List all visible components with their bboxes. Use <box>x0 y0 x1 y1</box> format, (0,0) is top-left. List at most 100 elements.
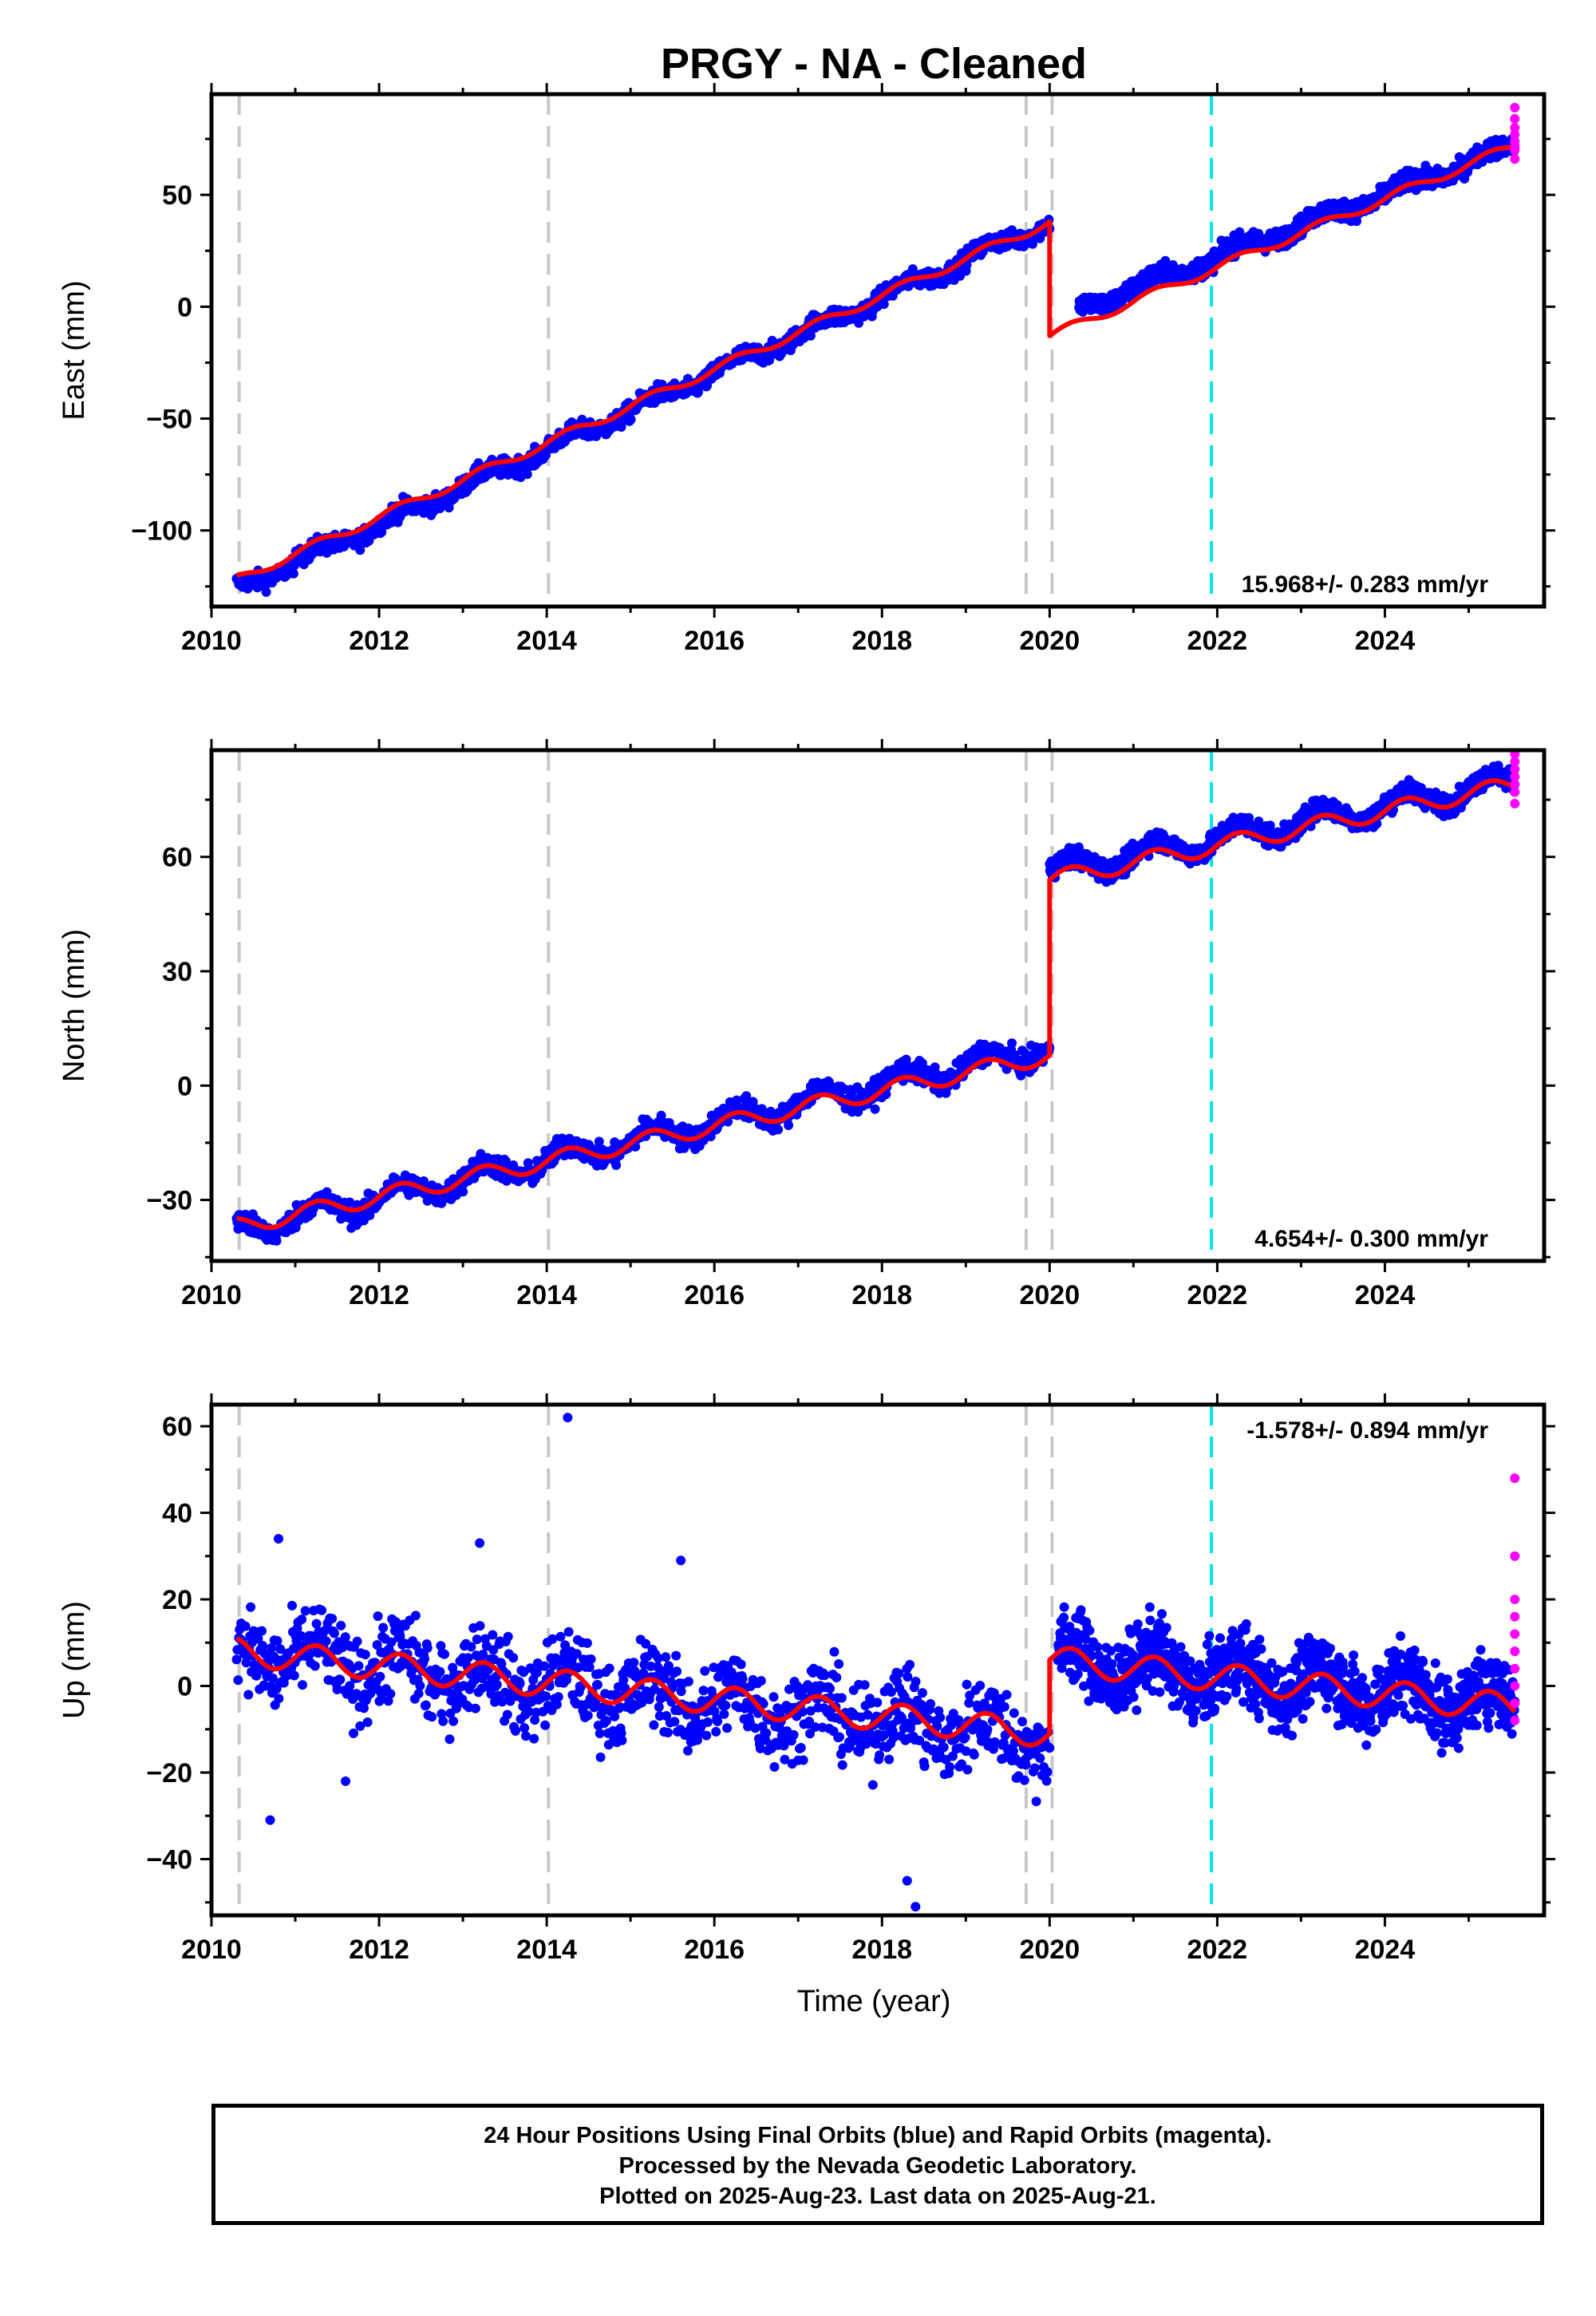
data-point <box>440 1649 449 1659</box>
data-point <box>466 1642 476 1652</box>
data-point <box>272 1636 282 1646</box>
x-tick-label: 2022 <box>1187 626 1248 656</box>
rapid-orbit-points <box>1510 102 1520 164</box>
data-point <box>327 1614 338 1624</box>
data-point <box>541 450 551 460</box>
data-point <box>515 1678 525 1689</box>
data-point <box>773 1124 784 1135</box>
data-point <box>373 1611 383 1622</box>
data-point <box>784 1120 794 1130</box>
rapid-point <box>1510 129 1520 140</box>
data-point <box>521 1731 531 1741</box>
data-point <box>362 1717 373 1727</box>
x-tick-label: 2022 <box>1187 1280 1248 1310</box>
rapid-orbit-points <box>1510 750 1520 808</box>
data-point <box>300 1606 310 1616</box>
rapid-point <box>1510 113 1520 124</box>
data-point <box>470 1703 480 1713</box>
y-tick-label: 50 <box>162 180 192 211</box>
data-point <box>879 299 889 310</box>
data-point <box>274 1694 284 1704</box>
data-point <box>577 414 587 425</box>
x-tick-label: 2012 <box>349 626 409 656</box>
plot-area <box>231 1405 1520 1915</box>
data-point <box>321 1636 331 1646</box>
data-point <box>463 1653 473 1663</box>
data-point <box>1007 1038 1017 1049</box>
data-point <box>378 1622 389 1633</box>
figure-title: PRGY - NA - Cleaned <box>661 40 1087 88</box>
x-tick-label: 2024 <box>1355 626 1416 656</box>
data-point <box>298 1680 307 1690</box>
x-tick-label: 2016 <box>684 1280 745 1310</box>
data-point <box>355 545 365 555</box>
y-tick-label: 0 <box>177 1071 192 1101</box>
data-point <box>271 1235 282 1246</box>
data-point <box>529 1733 539 1744</box>
data-point <box>427 1712 437 1722</box>
data-point <box>541 1691 551 1701</box>
x-tick-label: 2018 <box>851 1280 912 1310</box>
y-tick-label: 60 <box>162 843 192 873</box>
y-tick-label: −100 <box>131 516 192 547</box>
data-point <box>360 1650 370 1660</box>
data-point <box>508 1653 519 1663</box>
y-tick-label: 30 <box>162 957 192 987</box>
data-point <box>870 1104 880 1114</box>
data-point <box>345 1197 355 1207</box>
data-point <box>336 1620 346 1630</box>
x-tick-label: 2016 <box>684 626 745 656</box>
data-point <box>329 1628 339 1638</box>
data-point <box>243 1690 254 1700</box>
data-point <box>488 1630 498 1640</box>
data-point <box>287 1600 297 1611</box>
x-tick-label: 2014 <box>516 1280 577 1310</box>
rapid-point <box>1510 798 1520 808</box>
y-tick-label: 0 <box>177 292 192 322</box>
data-point <box>438 1716 448 1726</box>
data-point <box>519 1723 530 1733</box>
x-tick-label: 2010 <box>181 626 242 656</box>
data-point <box>261 587 271 597</box>
data-point <box>233 1675 243 1686</box>
model-curve <box>235 144 1516 578</box>
data-point <box>475 1621 485 1631</box>
data-point <box>444 1734 455 1745</box>
data-point <box>335 1674 346 1685</box>
data-point <box>540 1720 551 1730</box>
data-point <box>503 1631 513 1642</box>
data-point <box>288 568 298 579</box>
plot-area <box>231 94 1520 607</box>
plot-area <box>231 750 1520 1261</box>
data-point <box>448 1716 459 1726</box>
final-orbit-points <box>231 133 1520 597</box>
data-point <box>349 1728 358 1738</box>
data-point <box>1007 225 1017 235</box>
data-point <box>420 1654 429 1664</box>
data-point <box>415 1681 425 1691</box>
final-orbit-points <box>231 1413 1520 1912</box>
x-tick-label: 2024 <box>1355 1280 1416 1310</box>
model-curve <box>236 778 1516 1231</box>
data-point <box>410 1611 421 1621</box>
data-point <box>511 1725 520 1736</box>
data-point <box>385 1689 396 1699</box>
north-panel: 2010 2012 2014 2016 2018 2020 2022 2024−3003060… <box>57 739 1555 1310</box>
rate-label: 15.968+/- 0.283 mm/yr <box>1242 571 1489 598</box>
y-axis-label: East (mm) <box>57 280 91 420</box>
data-point <box>257 1626 267 1636</box>
x-tick-label: 2012 <box>349 1280 409 1310</box>
east-panel: 2010 2012 2014 2016 2018 2020 2022 2024−100−500… <box>57 83 1555 656</box>
y-tick-label: −50 <box>146 405 192 435</box>
rapid-point <box>1510 123 1520 133</box>
data-point <box>422 1643 433 1653</box>
data-point <box>297 1614 307 1625</box>
data-point <box>240 1621 251 1631</box>
data-point <box>917 1058 927 1069</box>
x-tick-label: 2020 <box>1019 626 1080 656</box>
x-tick-label: 2010 <box>181 1280 242 1310</box>
data-point <box>246 1602 256 1612</box>
data-point <box>317 1605 327 1615</box>
up-panel: 2010 2012 2014 2016 2018 2020 2022 2024−40−2002… <box>57 1393 1555 1965</box>
